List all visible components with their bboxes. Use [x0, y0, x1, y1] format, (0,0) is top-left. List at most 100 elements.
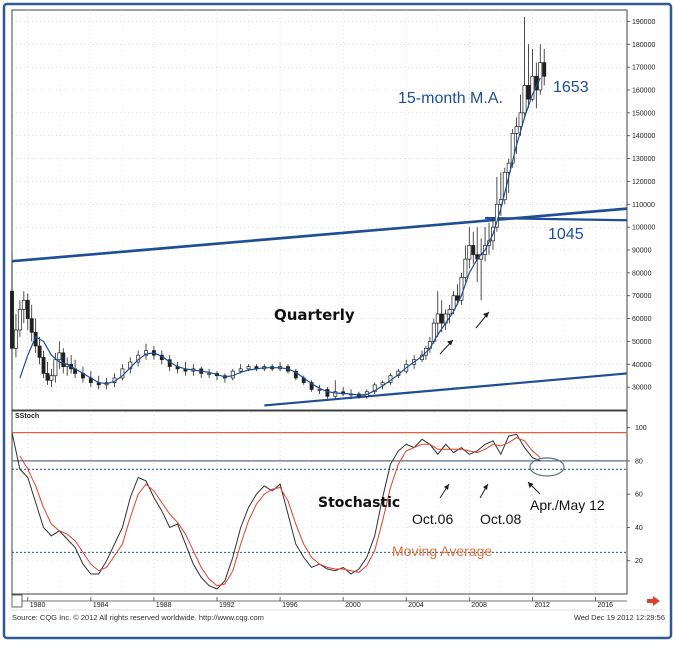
price-y-tick-label: 90000 [632, 248, 652, 255]
candle-body [10, 290, 14, 349]
candle-body [45, 373, 50, 381]
price-y-tick-label: 190000 [632, 19, 655, 26]
price-y-axis: 30000 40000 50000 60000 70000 80000 90000 10000… [627, 19, 655, 392]
candle-body [41, 357, 46, 374]
x-tick-label: 2000 [345, 602, 361, 609]
candle-body [246, 366, 251, 370]
oct06-arrow [439, 483, 450, 499]
candle-body [144, 350, 148, 356]
candle-body [17, 309, 22, 331]
candle-body [530, 75, 535, 100]
stochastic-grid [12, 411, 627, 594]
candle-body [463, 258, 468, 278]
moving-average-15-month-line [19, 77, 541, 396]
candle-body [542, 62, 547, 77]
period-label: Quarterly [274, 306, 355, 324]
candle-body [13, 329, 18, 349]
candle-body [439, 313, 444, 324]
price-y-tick-label: 150000 [632, 110, 655, 117]
candle-body [238, 368, 243, 372]
candle-body [49, 375, 54, 381]
stochastic-reference-lines [12, 432, 627, 553]
apr-may-label: Apr./May 12 [530, 497, 605, 513]
stochastic-line [11, 432, 541, 590]
stoch-y-tick-label: 80 [635, 458, 643, 465]
candle-body [506, 162, 511, 173]
candle-body [21, 299, 26, 310]
price-y-tick-label: 50000 [632, 339, 652, 346]
x-tick-label: 2004 [408, 602, 424, 609]
level-label: 1045 [548, 226, 584, 243]
candle-body [514, 126, 519, 134]
x-tick-label: 1992 [219, 602, 235, 609]
stoch-y-tick-label: 20 [635, 558, 643, 565]
uptrend-arrow-2 [475, 311, 490, 329]
x-tick-label: 1984 [93, 602, 109, 609]
oct08-label: Oct.08 [480, 511, 521, 527]
x-tick-label: 2016 [597, 602, 613, 609]
candle-body [447, 309, 452, 315]
candle-body [435, 313, 440, 324]
price-y-tick-label: 70000 [632, 293, 652, 300]
candle-body [309, 382, 314, 390]
price-panel: 30000 40000 50000 60000 70000 80000 90000 10000… [10, 9, 655, 411]
stoch-y-tick-label: 100 [635, 425, 647, 432]
candle-body [61, 352, 66, 367]
price-y-tick-label: 30000 [632, 385, 652, 392]
candle-body [538, 62, 543, 91]
oct08-arrow [479, 483, 489, 499]
candle-body [207, 373, 212, 375]
stochastic-y-axis: 20 40 60 80 100 [627, 425, 647, 565]
apr-may-highlight-circle [529, 457, 565, 477]
price-y-tick-label: 60000 [632, 316, 652, 323]
price-y-tick-label: 110000 [632, 202, 655, 209]
candle-body [33, 331, 38, 347]
price-y-tick-label: 140000 [632, 133, 655, 140]
candle-body [29, 318, 34, 333]
price-y-tick-label: 40000 [632, 362, 652, 369]
candle-body [25, 299, 30, 319]
candle-body [37, 345, 42, 358]
timestamp-footer: Wed Dec 19 2012 12:29:56 [574, 613, 665, 622]
price-y-tick-label: 100000 [632, 225, 655, 232]
trendline [485, 216, 628, 222]
x-tick-label: 1980 [30, 602, 46, 609]
candle-body [325, 389, 330, 397]
candle-body [53, 359, 58, 377]
x-tick-label: 1996 [282, 602, 298, 609]
candle-body [317, 389, 322, 391]
trendline [11, 207, 628, 263]
candle-body [57, 352, 62, 361]
candle-body [471, 245, 476, 255]
last-value-label: 1653 [553, 79, 589, 96]
uptrend-arrow-1 [439, 339, 454, 355]
price-y-tick-label: 80000 [632, 270, 652, 277]
ma-label: 15-month M.A. [398, 90, 503, 107]
candle-body [451, 295, 456, 310]
candle-body [526, 85, 531, 100]
scroll-right-arrow-icon[interactable] [647, 596, 660, 606]
stochastic-panel-title: SStoch [15, 413, 39, 420]
moving-average-label: Moving Average [392, 543, 492, 559]
candle-body [467, 245, 472, 260]
stochastic-panel: SStoch 20 40 60 80 100 Stochastic Moving Ave… [11, 410, 647, 595]
stochastic-label: Stochastic [318, 495, 400, 511]
trendlines [11, 207, 628, 407]
price-y-tick-label: 160000 [632, 88, 655, 95]
stoch-y-tick-label: 40 [635, 525, 643, 532]
candle-body [293, 370, 298, 379]
candle-body [455, 295, 460, 301]
price-y-tick-label: 180000 [632, 42, 655, 49]
trendline [264, 372, 628, 407]
candle-body [380, 382, 385, 386]
x-tick-label: 1988 [156, 602, 172, 609]
candle-body [372, 384, 377, 393]
price-y-tick-label: 130000 [632, 156, 655, 163]
stochastic-moving-average-line [19, 437, 541, 587]
candle-body [518, 112, 523, 127]
scroll-box[interactable] [11, 594, 23, 608]
x-tick-label: 2008 [471, 602, 487, 609]
